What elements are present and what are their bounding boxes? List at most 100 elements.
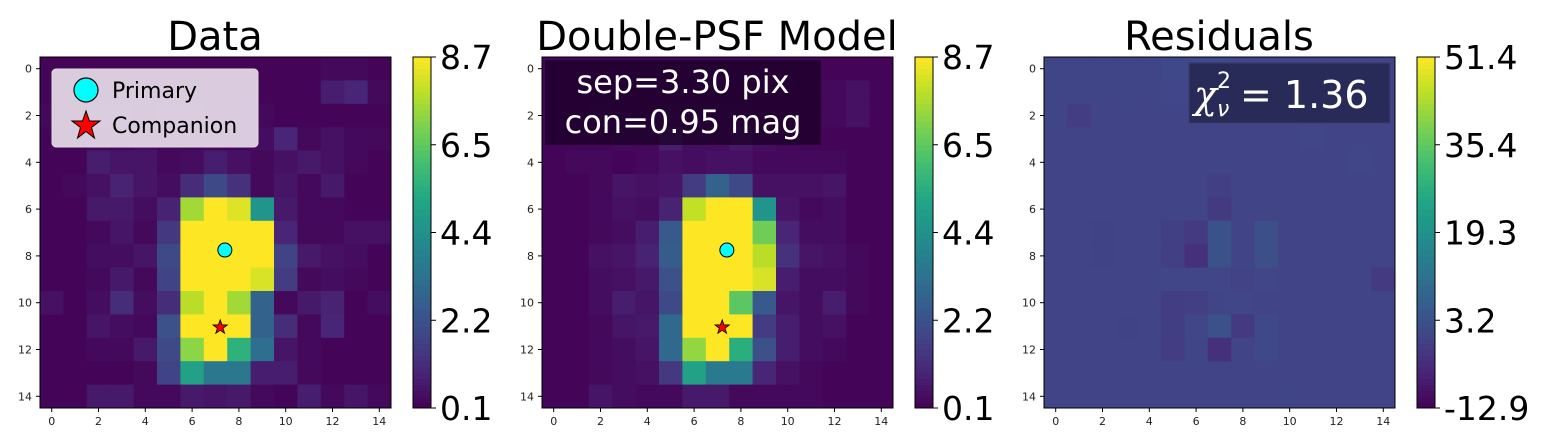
heatmap-cell	[846, 384, 871, 409]
heatmap-cell	[250, 384, 275, 409]
heatmap-cell	[344, 80, 369, 105]
heatmap-cell	[1161, 127, 1185, 152]
colorbar-segment	[1417, 296, 1435, 304]
heatmap-cell	[1324, 314, 1349, 339]
colorbar-segment	[413, 127, 431, 134]
heatmap-cell	[86, 197, 111, 222]
heatmap-cell	[1067, 80, 1092, 105]
x-tick-label: 14	[874, 415, 888, 428]
heatmap-cell	[565, 337, 590, 362]
heatmap-cell	[274, 197, 298, 222]
colorbar-segment	[915, 68, 933, 76]
heatmap-cell	[705, 174, 730, 198]
x-tick-label: 0	[48, 415, 55, 428]
heatmap-cell	[133, 174, 158, 198]
heatmap-cell	[846, 337, 871, 362]
colorbar-segment	[413, 97, 431, 105]
heatmap-cell	[344, 291, 369, 315]
colorbar-segment	[1417, 331, 1435, 339]
heatmap-cell	[822, 267, 847, 292]
colorbar-segment	[413, 331, 431, 339]
heatmap-cell	[822, 314, 847, 339]
heatmap-cell	[659, 384, 683, 409]
heatmap-cell	[1044, 57, 1068, 81]
heatmap-cell	[1067, 197, 1092, 222]
heatmap-cell	[1301, 291, 1326, 315]
axes-frame	[541, 56, 894, 409]
colorbar-segment	[413, 302, 431, 310]
heatmap-cell	[1301, 150, 1326, 175]
heatmap-cell	[40, 384, 64, 409]
heatmap-cell	[635, 337, 660, 362]
colorbar-segment	[915, 378, 933, 386]
heatmap-cell	[297, 267, 322, 292]
colorbar-segment	[1417, 261, 1435, 269]
colorbar-segment	[915, 144, 933, 152]
heatmap-cell	[869, 174, 894, 198]
heatmap-cell	[869, 197, 894, 222]
colorbar-segment	[915, 367, 933, 374]
colorbar-segment	[413, 226, 431, 233]
colorbar-segment	[915, 285, 933, 292]
heatmap-cell	[180, 337, 205, 362]
colorbar-tick-label: 8.7	[440, 38, 492, 77]
heatmap-cell	[542, 150, 566, 175]
heatmap-cell	[1348, 127, 1373, 152]
colorbar-segment	[1417, 220, 1435, 228]
heatmap-cell	[1090, 150, 1115, 175]
heatmap-cell	[1137, 244, 1162, 269]
heatmap-cell	[320, 197, 345, 222]
heatmap-cell	[705, 220, 730, 245]
heatmap-cell	[1278, 174, 1302, 198]
heatmap-cell	[822, 361, 847, 386]
heatmap-cell	[1067, 244, 1092, 269]
heatmap-cell	[1184, 337, 1209, 362]
heatmap-cell	[1067, 174, 1092, 198]
heatmap-cell	[1114, 174, 1139, 198]
contrast-label: con=0.95 mag	[565, 103, 802, 141]
heatmap-cell	[799, 197, 824, 222]
heatmap-cell	[157, 384, 181, 409]
heatmap-cell	[1161, 103, 1185, 128]
heatmap-cell	[542, 291, 566, 315]
axes-frame	[1043, 56, 1396, 409]
colorbar-segment	[915, 214, 933, 222]
heatmap-cell	[344, 314, 369, 339]
colorbar-segment	[1417, 185, 1435, 193]
heatmap-cell	[1371, 267, 1396, 292]
heatmap-cell	[110, 337, 135, 362]
heatmap-cell	[320, 150, 345, 175]
heatmap-cell	[1301, 267, 1326, 292]
heatmap-cell	[659, 197, 683, 222]
colorbar-segment	[1417, 390, 1435, 397]
y-tick-label: 4	[25, 156, 32, 169]
heatmap-cell	[729, 150, 754, 175]
colorbar-segment	[413, 238, 431, 245]
heatmap-cell	[565, 267, 590, 292]
heatmap-cell	[110, 150, 135, 175]
heatmap-cell	[1324, 150, 1349, 175]
heatmap-cell	[86, 150, 111, 175]
heatmap-cell	[542, 267, 566, 292]
colorbar-segment	[1417, 191, 1435, 198]
heatmap-cell	[1231, 267, 1256, 292]
colorbar-tick-label: 4.4	[440, 214, 492, 253]
heatmap-cell	[1324, 244, 1349, 269]
heatmap-cell	[846, 127, 871, 152]
heatmap-cell	[1348, 384, 1373, 409]
colorbar-segment	[413, 209, 431, 216]
heatmap-cell	[1114, 361, 1139, 386]
heatmap-cell	[1067, 150, 1092, 175]
heatmap-cell	[565, 174, 590, 198]
colorbar-segment	[915, 150, 933, 157]
heatmap-cell	[1044, 220, 1068, 245]
heatmap-cell	[729, 291, 754, 315]
heatmap-cell	[729, 361, 754, 386]
x-tick-label: 10	[279, 415, 293, 428]
heatmap-cell	[344, 150, 369, 175]
heatmap-cell	[227, 220, 252, 245]
colorbar-segment	[413, 267, 431, 274]
heatmap-cell	[588, 361, 613, 386]
colorbar-segment	[915, 168, 933, 175]
heatmap-cell	[1207, 337, 1232, 362]
